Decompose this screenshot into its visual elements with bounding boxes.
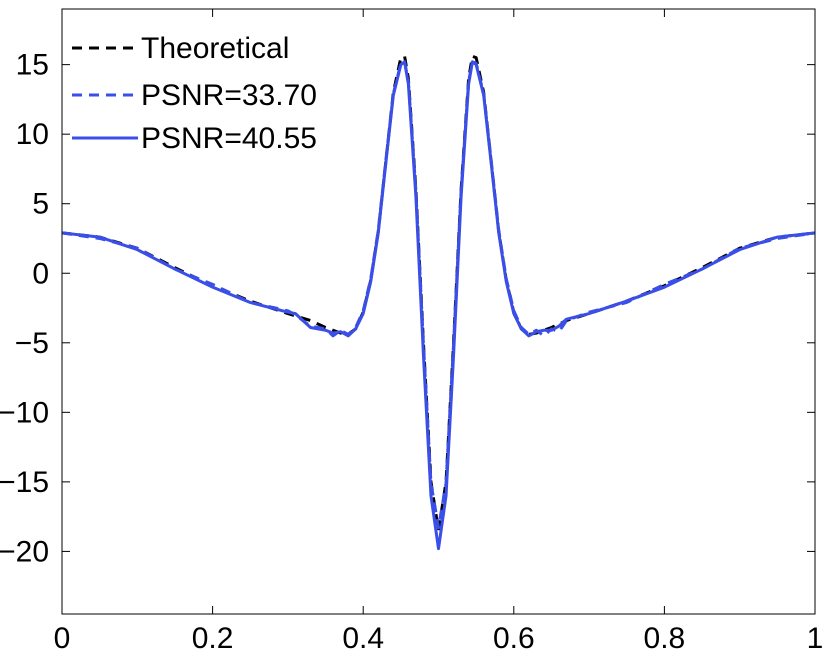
legend: Theoretical PSNR=33.70 PSNR=40.55 [72, 32, 317, 155]
legend-label-1: Theoretical [141, 32, 289, 65]
y-tick-label: −20 [0, 535, 49, 568]
y-tick-label: −15 [0, 466, 49, 499]
x-tick-label: 0.6 [493, 622, 535, 652]
series-layer [61, 54, 816, 551]
x-tick-label: 0.2 [192, 622, 234, 652]
y-tick-label: 0 [32, 257, 49, 290]
legend-label-3: PSNR=40.55 [141, 122, 317, 155]
x-tick-label: 0.4 [342, 622, 384, 652]
y-tick-label: −5 [15, 327, 49, 360]
legend-label-2: PSNR=33.70 [141, 79, 317, 112]
axes-box [61, 8, 816, 615]
y-tick-label: 5 [32, 188, 49, 221]
y-tick-label: −10 [0, 396, 49, 429]
x-tick-label: 0.8 [644, 622, 686, 652]
y-tick-label: 10 [16, 118, 49, 151]
x-tick-label: 1 [807, 622, 824, 652]
series-line-3 [61, 60, 816, 551]
x-tick-label: 0 [54, 622, 71, 652]
y-tick-label: 15 [16, 49, 49, 82]
series-line-1 [61, 54, 816, 533]
axes: 0 0.2 0.4 0.6 0.8 1 15 10 5 0 −5 −10 −15 −20 [0, 8, 824, 652]
